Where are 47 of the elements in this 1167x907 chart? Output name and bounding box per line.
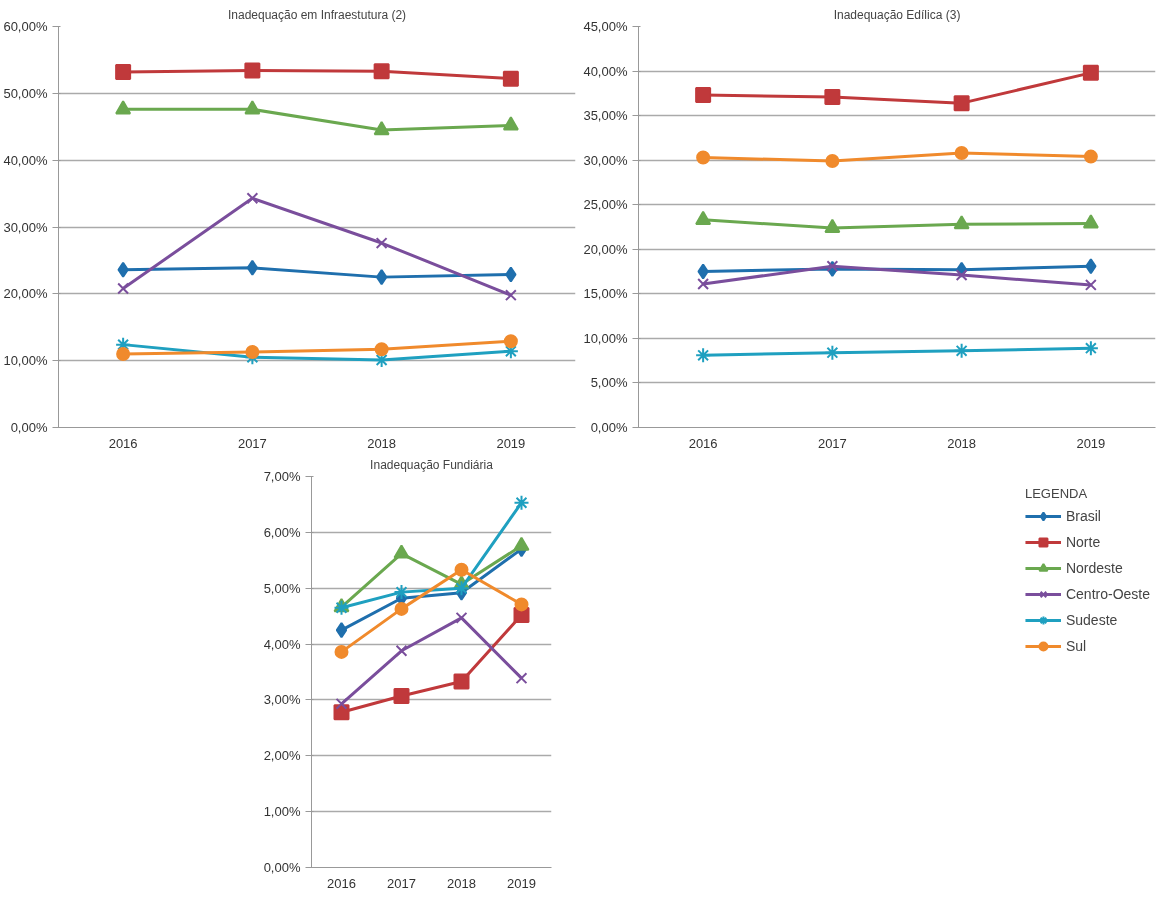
y-tick-label: 60,00% bbox=[3, 19, 48, 34]
x-tick-label: 2018 bbox=[947, 435, 977, 451]
x-tick-label: 2018 bbox=[367, 435, 397, 451]
x-tick-label: 2017 bbox=[237, 435, 267, 451]
y-tick-label: 40,00% bbox=[583, 63, 628, 79]
y-tick-label: 0,00% bbox=[10, 420, 48, 435]
y-tick-label: 0,00% bbox=[263, 860, 301, 875]
x-tick-label: 2016 bbox=[327, 875, 356, 891]
y-tick-label: 7,00% bbox=[263, 469, 301, 484]
y-tick-label: 2,00% bbox=[263, 748, 301, 764]
y-tick-label: 10,00% bbox=[583, 330, 628, 346]
y-tick-label: 25,00% bbox=[583, 197, 628, 213]
y-tick-label: 30,00% bbox=[3, 219, 48, 235]
legend-label: Sudeste bbox=[1065, 612, 1118, 628]
legend-title: LEGENDA bbox=[1024, 486, 1089, 501]
legend-label: Sul bbox=[1065, 638, 1087, 654]
legend-label: Brasil bbox=[1065, 508, 1101, 524]
x-tick-label: 2016 bbox=[108, 435, 138, 451]
x-tick-label: 2019 bbox=[1076, 435, 1106, 451]
y-tick-label: 30,00% bbox=[583, 152, 628, 168]
y-tick-label: 45,00% bbox=[583, 19, 628, 34]
y-tick-label: 1,00% bbox=[263, 804, 301, 820]
legend-label: Norte bbox=[1065, 534, 1101, 550]
y-tick-label: 5,00% bbox=[590, 375, 628, 391]
x-tick-label: 2017 bbox=[817, 435, 847, 451]
y-tick-label: 3,00% bbox=[263, 692, 301, 708]
x-tick-label: 2018 bbox=[447, 875, 476, 891]
legend-label: Centro-Oeste bbox=[1065, 586, 1150, 602]
y-tick-label: 4,00% bbox=[263, 636, 301, 652]
chart-title: Inadequação Edílica (3) bbox=[833, 7, 961, 22]
x-tick-label: 2019 bbox=[496, 435, 526, 451]
y-tick-label: 20,00% bbox=[3, 286, 48, 302]
x-tick-label: 2016 bbox=[688, 435, 718, 451]
y-tick-label: 6,00% bbox=[263, 524, 301, 540]
x-tick-label: 2017 bbox=[387, 875, 416, 891]
chart-title: Inadequação Fundiária bbox=[370, 457, 494, 472]
legend-label: Nordeste bbox=[1065, 560, 1123, 576]
y-tick-label: 15,00% bbox=[583, 286, 628, 302]
y-tick-label: 20,00% bbox=[583, 241, 628, 257]
y-tick-label: 40,00% bbox=[3, 152, 48, 168]
y-tick-label: 5,00% bbox=[263, 580, 301, 596]
x-tick-label: 2019 bbox=[507, 875, 536, 891]
y-tick-label: 0,00% bbox=[590, 420, 628, 435]
chart-title: Inadequação em Infraestutura (2) bbox=[227, 7, 407, 22]
y-tick-label: 35,00% bbox=[583, 108, 628, 124]
y-tick-label: 50,00% bbox=[3, 85, 48, 101]
y-tick-label: 10,00% bbox=[3, 353, 48, 369]
